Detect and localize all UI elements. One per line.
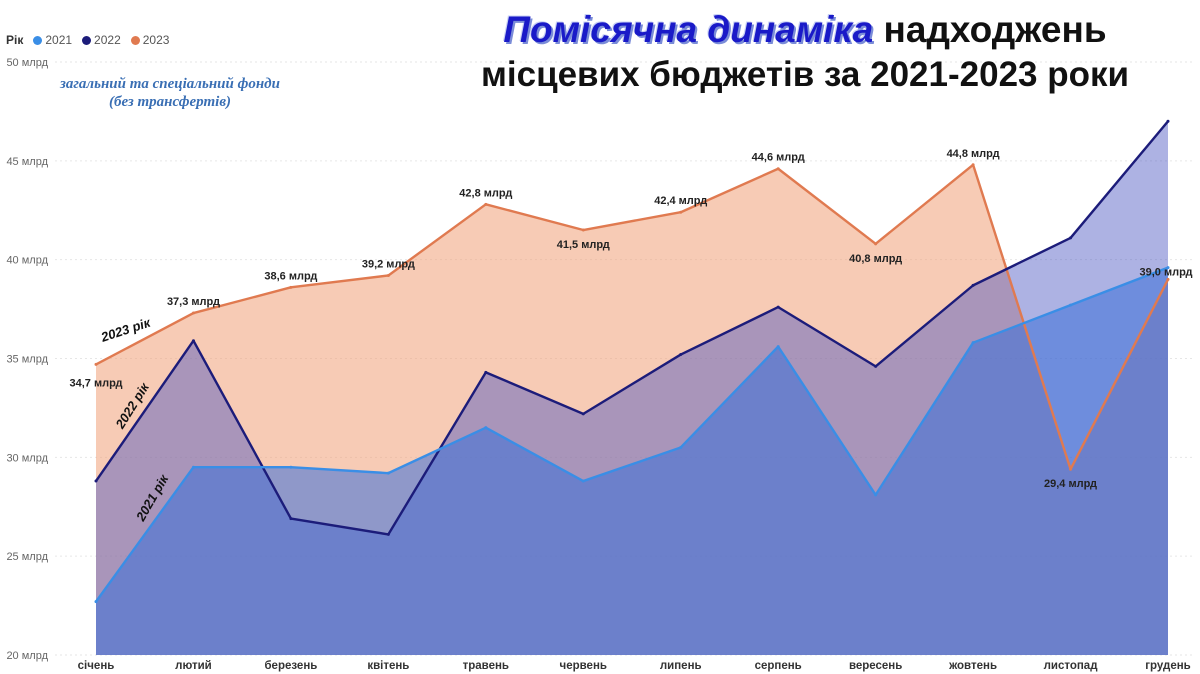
legend-label-2022: 2022 <box>94 33 121 47</box>
title-line1: Помісячна динаміка надходжень <box>420 8 1190 52</box>
legend-item-2023[interactable]: 2023 <box>130 33 170 47</box>
data-label-2023: 42,8 млрд <box>459 187 512 199</box>
point-2023 <box>94 362 98 366</box>
point-2021 <box>874 493 878 497</box>
legend-item-2022[interactable]: 2022 <box>82 33 121 47</box>
point-2023 <box>679 210 683 214</box>
y-tick-label: 35 млрд <box>6 354 48 366</box>
point-2022 <box>776 305 780 309</box>
legend-dot-2023-icon <box>130 35 140 45</box>
point-2023 <box>1069 467 1073 471</box>
point-2022 <box>484 370 488 374</box>
data-label-2023: 37,3 млрд <box>167 296 220 308</box>
point-2021 <box>581 479 585 483</box>
point-2021 <box>484 426 488 430</box>
y-tick-label: 45 млрд <box>6 156 48 168</box>
x-tick-label: січень <box>78 660 115 672</box>
x-tick-label: липень <box>660 660 702 672</box>
point-2022 <box>971 283 975 287</box>
line-2022 <box>95 120 1169 536</box>
chart-subtitle: загальний та спеціальний фонди (без тран… <box>40 75 300 111</box>
y-tick-label: 30 млрд <box>6 452 48 464</box>
x-tick-label: травень <box>463 660 509 672</box>
point-2021 <box>776 345 780 349</box>
x-tick-label: лютий <box>175 660 212 672</box>
x-tick-label: листопад <box>1044 660 1099 672</box>
point-2023 <box>289 285 293 289</box>
data-label-2023: 29,4 млрд <box>1044 478 1097 490</box>
point-2022 <box>679 353 683 357</box>
x-tick-label: червень <box>560 660 607 672</box>
x-tick-label: березень <box>264 660 317 672</box>
title-highlight: Помісячна динаміка <box>503 9 874 50</box>
point-2021 <box>94 600 98 604</box>
legend-dot-2021-icon <box>33 35 43 45</box>
point-2021 <box>1166 266 1170 270</box>
data-label-2023: 39,0 млрд <box>1139 266 1192 278</box>
point-2021 <box>289 465 293 469</box>
point-2023 <box>581 228 585 232</box>
point-2022 <box>191 339 195 343</box>
point-2022 <box>874 364 878 368</box>
point-2022 <box>94 479 98 483</box>
legend-label-2021: 2021 <box>45 33 73 47</box>
point-2021 <box>191 465 195 469</box>
point-2023 <box>484 202 488 206</box>
subtitle-line2: (без трансфертів) <box>108 94 232 110</box>
title-line2: місцевих бюджетів за 2021-2023 роки <box>480 55 1130 95</box>
data-label-2023: 41,5 млрд <box>557 239 610 251</box>
point-2021 <box>971 341 975 345</box>
subtitle-line1: загальний та спеціальний фонди <box>60 76 280 92</box>
point-2022 <box>1069 236 1073 240</box>
x-tick-label: жовтень <box>948 660 997 672</box>
x-tick-label: серпень <box>755 660 802 672</box>
point-2022 <box>1166 119 1170 123</box>
data-label-2023: 34,7 млрд <box>69 377 122 389</box>
point-2022 <box>386 532 390 536</box>
x-tick-label: грудень <box>1145 660 1190 672</box>
line-2021 <box>95 266 1169 603</box>
point-2023 <box>874 242 878 246</box>
legend-dot-2022-icon <box>82 35 92 45</box>
area-2021 <box>96 267 1168 655</box>
point-2023 <box>1166 277 1170 281</box>
legend-label-2023: 2023 <box>142 33 170 47</box>
legend-title: Рік <box>6 33 24 47</box>
line-2023 <box>95 163 1170 471</box>
y-tick-label: 20 млрд <box>6 650 48 662</box>
point-2023 <box>191 311 195 315</box>
point-2021 <box>679 445 683 449</box>
point-2021 <box>1069 303 1073 307</box>
data-label-2023: 39,2 млрд <box>362 258 415 270</box>
x-tick-label: квітень <box>367 660 409 672</box>
title-rest: надходжень <box>873 9 1107 50</box>
y-tick-label: 40 млрд <box>6 255 48 267</box>
x-tick-label: вересень <box>849 660 902 672</box>
legend-item-2021[interactable]: 2021 <box>33 33 72 47</box>
chart-title: Помісячна динаміка надходжень місцевих б… <box>420 8 1190 96</box>
y-tick-label: 50 млрд <box>6 57 48 69</box>
point-2023 <box>776 167 780 171</box>
point-2023 <box>386 273 390 277</box>
point-2022 <box>581 412 585 416</box>
data-label-2023: 42,4 млрд <box>654 195 707 207</box>
data-label-2023: 44,8 млрд <box>947 148 1000 160</box>
point-2021 <box>386 471 390 475</box>
y-tick-label: 25 млрд <box>6 551 48 563</box>
data-label-2023: 40,8 млрд <box>849 253 902 265</box>
data-label-2023: 38,6 млрд <box>264 270 317 282</box>
point-2022 <box>289 517 293 521</box>
data-label-2023: 44,6 млрд <box>752 152 805 164</box>
legend: Рік 2021 2022 2023 <box>6 33 169 47</box>
point-2023 <box>971 163 975 167</box>
